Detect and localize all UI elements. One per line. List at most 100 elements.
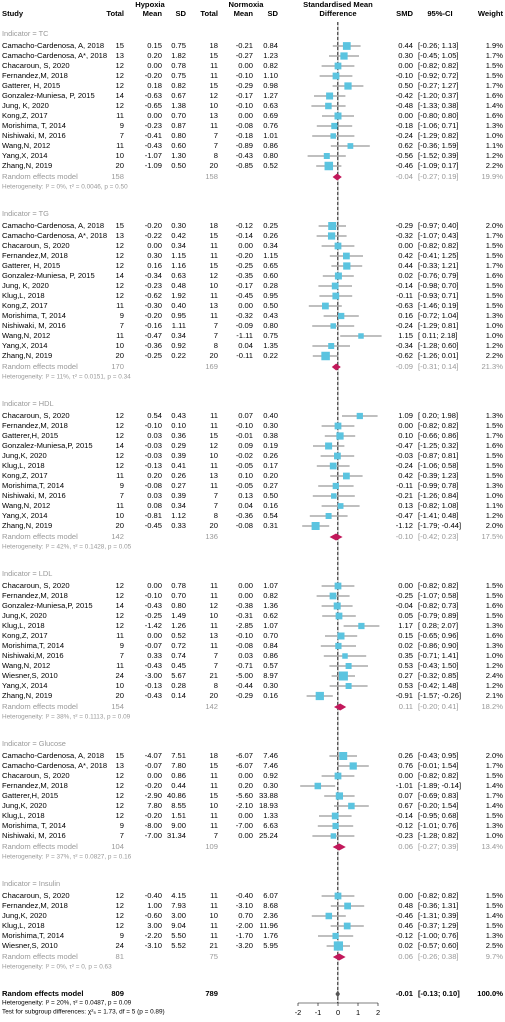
cell-wl: 1.5% xyxy=(486,421,504,430)
cell-wl: 1.2% xyxy=(486,681,504,690)
cell-n1: 12 xyxy=(116,781,124,790)
cell-m2: -0.14 xyxy=(236,231,253,240)
cell-n1: 11 xyxy=(116,301,124,310)
cell-n1: 12 xyxy=(116,891,124,900)
study-box xyxy=(344,902,351,910)
cell-ci: [-1.20; 0.37] xyxy=(418,91,459,100)
cell-smdl: -0.24 xyxy=(396,321,413,330)
summary-n1: 104 xyxy=(111,842,124,851)
cell-n2: 15 xyxy=(210,261,218,270)
cell-smdl: -0.12 xyxy=(396,931,413,940)
cell-m2: -0.20 xyxy=(236,251,253,260)
cell-m1: 0.18 xyxy=(147,81,162,90)
cell-sd1: 8.55 xyxy=(171,801,186,810)
cell-smdl: 0.53 xyxy=(398,681,413,690)
cell-wl: 2.0% xyxy=(486,221,504,230)
cell-wl: 2.5% xyxy=(486,941,504,950)
summary-smdl: -0.10 xyxy=(396,532,413,541)
cell-wl: 1.2% xyxy=(486,341,504,350)
cell-wl: 1.3% xyxy=(486,481,504,490)
cell-m2: -0.10 xyxy=(236,421,253,430)
cell-study: Gatterer,H, 2015 xyxy=(2,431,58,440)
cell-sd2: 1.27 xyxy=(263,91,278,100)
cell-sd1: 0.14 xyxy=(171,691,186,700)
cell-n1: 20 xyxy=(116,521,124,530)
group-label: Indicator = TG xyxy=(2,209,49,218)
cell-ci: [-0.43; 1.50] xyxy=(418,661,459,670)
cell-n1: 12 xyxy=(116,791,124,800)
cell-m1: -0.63 xyxy=(145,91,162,100)
cell-sd2: 1.15 xyxy=(263,251,278,260)
cell-n1: 12 xyxy=(116,71,124,80)
cell-m2: -0.31 xyxy=(236,611,253,620)
cell-m1: 3.00 xyxy=(147,921,162,930)
cell-n2: 11 xyxy=(210,641,218,650)
cell-wl: 1.7% xyxy=(486,261,504,270)
cell-sd1: 0.44 xyxy=(171,781,186,790)
cell-study: Yang,X, 2014 xyxy=(2,681,47,690)
cell-ci: [-1.26; 0.84] xyxy=(418,491,459,500)
cell-smdl: -0.42 xyxy=(396,91,413,100)
cell-sd1: 9.00 xyxy=(171,821,186,830)
cell-n2: 7 xyxy=(214,661,218,670)
cell-ci: [-1.29; 0.81] xyxy=(418,321,459,330)
header-mean: Mean xyxy=(143,9,163,18)
cell-m1: 0.03 xyxy=(147,491,162,500)
cell-ci: [-0.82; 0.82] xyxy=(418,581,459,590)
header-smd: SMD xyxy=(396,9,413,18)
cell-study: Camacho-Cardenosa, A*, 2018 xyxy=(2,761,107,770)
cell-wl: 2.4% xyxy=(486,671,504,680)
cell-sd2: 0.34 xyxy=(263,241,278,250)
cell-m1: 0.33 xyxy=(147,651,162,660)
cell-study: Fernandez,M, 2018 xyxy=(2,421,68,430)
cell-sd1: 3.00 xyxy=(171,911,186,920)
cell-n1: 24 xyxy=(116,941,124,950)
cell-sd1: 0.78 xyxy=(171,581,186,590)
cell-sd1: 0.10 xyxy=(171,421,186,430)
heterogeneity: Heterogeneity: I² = 0%, τ² = 0, p = 0.63 xyxy=(2,964,112,971)
cell-sd2: 0.22 xyxy=(263,351,278,360)
cell-n2: 7 xyxy=(214,331,218,340)
cell-m2: -0.11 xyxy=(236,351,253,360)
cell-m1: -0.34 xyxy=(145,271,162,280)
summary-ci: [-0.31; 0.14] xyxy=(418,362,459,371)
cell-sd2: 0.25 xyxy=(263,221,278,230)
cell-sd2: 1.07 xyxy=(263,581,278,590)
cell-ci: [-1.00; 0.76] xyxy=(418,931,459,940)
cell-m1: -0.20 xyxy=(145,811,162,820)
cell-wl: 1.6% xyxy=(486,111,504,120)
study-box xyxy=(333,602,341,610)
cell-m2: -5.00 xyxy=(236,671,253,680)
cell-sd1: 0.95 xyxy=(171,311,186,320)
cell-m2: -1.11 xyxy=(236,331,253,340)
cell-ci: [-1.28; 0.82] xyxy=(418,831,459,840)
cell-smdl: -0.24 xyxy=(396,131,413,140)
cell-m1: 0.00 xyxy=(147,771,162,780)
cell-sd1: 0.39 xyxy=(171,451,186,460)
cell-n1: 12 xyxy=(116,451,124,460)
heterogeneity: Heterogeneity: I² = 11%, τ² = 0.0151, p … xyxy=(2,374,131,381)
summary-ci: [-0.27; 0.19] xyxy=(418,172,459,181)
cell-smdl: -0.23 xyxy=(396,831,413,840)
cell-sd1: 7.93 xyxy=(171,901,186,910)
cell-ci: [-0.95; 0.68] xyxy=(418,811,459,820)
cell-ci: [-0.98; 0.70] xyxy=(418,281,459,290)
cell-n2: 7 xyxy=(214,491,218,500)
cell-m1: 0.00 xyxy=(147,631,162,640)
cell-smdl: 1.17 xyxy=(398,621,413,630)
cell-study: Yang,X, 2014 xyxy=(2,511,47,520)
cell-n1: 20 xyxy=(116,351,124,360)
cell-n2: 20 xyxy=(210,351,218,360)
cell-m2: -0.17 xyxy=(236,91,253,100)
cell-sd2: 1.35 xyxy=(263,341,278,350)
heterogeneity: Heterogeneity: I² = 37%, τ² = 0.0827, p … xyxy=(2,854,132,861)
cell-m1: 0.08 xyxy=(147,501,162,510)
cell-wl: 1.3% xyxy=(486,411,504,420)
cell-m1: -0.43 xyxy=(145,141,162,150)
cell-study: Kong,Z, 2017 xyxy=(2,111,48,120)
cell-m2: -0.43 xyxy=(236,151,253,160)
cell-wl: 1.5% xyxy=(486,71,504,80)
cell-wl: 2.1% xyxy=(486,691,504,700)
cell-study: Camacho-Cardenosa, A, 2018 xyxy=(2,221,104,230)
